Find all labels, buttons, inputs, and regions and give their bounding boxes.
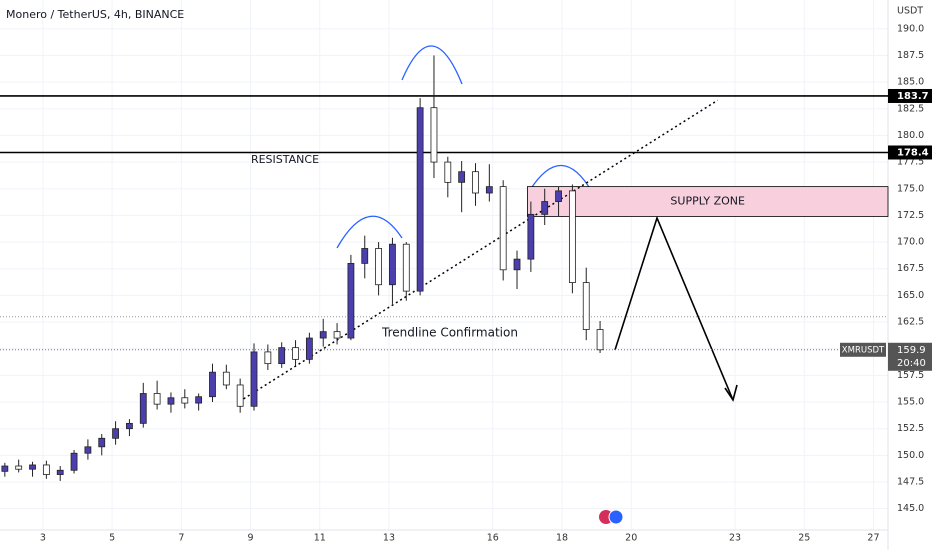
candle-body <box>555 190 562 202</box>
candle-body <box>582 282 590 330</box>
candle-body <box>236 384 244 407</box>
candle-body <box>29 464 36 470</box>
y-tick-label: 172.5 <box>897 210 924 221</box>
candle-body <box>139 393 147 424</box>
candle-body <box>84 446 92 454</box>
candle-body <box>568 190 576 283</box>
chart-title: Monero / TetherUS, 4h, BINANCE <box>6 8 184 21</box>
price-box <box>888 342 932 371</box>
x-tick-label: 13 <box>383 533 395 544</box>
grid <box>0 0 888 530</box>
icon <box>608 509 624 525</box>
candle-body <box>375 248 382 286</box>
x-tick-label: 7 <box>178 533 184 544</box>
x-tick-label: 3 <box>40 533 46 544</box>
projection-path <box>614 215 734 401</box>
y-tick-label: 170.0 <box>897 237 924 248</box>
level-label-box <box>888 88 932 103</box>
head-arc <box>401 45 463 85</box>
candle-body <box>56 469 64 475</box>
y-tick-label: 190.0 <box>897 23 924 34</box>
supply-zone-label: SUPPLY ZONE <box>670 195 745 208</box>
x-tick-label: 23 <box>729 533 741 544</box>
candle-body <box>15 465 23 470</box>
candle-body <box>153 393 161 405</box>
candle-body <box>333 331 341 339</box>
y-tick-label: 187.5 <box>897 50 924 61</box>
y-tick-label: 180.0 <box>897 130 924 141</box>
candle-body <box>195 396 203 404</box>
level-label-box <box>888 145 932 160</box>
candle-body <box>209 371 216 398</box>
candle-body <box>499 186 507 271</box>
candle-body <box>541 201 549 215</box>
trendline <box>243 99 719 400</box>
candle-body <box>527 213 535 260</box>
candle-body <box>167 397 175 405</box>
x-tick-label: 5 <box>109 533 115 544</box>
right-shoulder-arc <box>529 164 593 193</box>
y-tick-label: 175.0 <box>897 183 924 194</box>
y-tick-label: 147.5 <box>897 477 924 488</box>
y-axis-label: USDT <box>897 6 923 17</box>
candle-body <box>389 243 396 286</box>
candle-body <box>596 329 604 351</box>
x-tick-label: 18 <box>556 533 568 544</box>
candle-body <box>112 428 119 439</box>
y-tick-label: 182.5 <box>897 103 924 114</box>
candle-body <box>222 371 230 386</box>
candle-body <box>264 351 272 365</box>
candle-body <box>485 186 493 194</box>
y-tick-label: 162.5 <box>897 317 924 328</box>
left-shoulder-arc <box>336 215 403 249</box>
symbol-box <box>840 342 886 357</box>
candle-body <box>416 107 424 292</box>
supply-zone <box>527 186 889 217</box>
level-label: 178.4 <box>897 147 929 158</box>
y-tick-label: 150.0 <box>897 450 924 461</box>
countdown-label: 20:40 <box>897 358 926 369</box>
candle-body <box>430 107 438 163</box>
y-tick-label: 177.5 <box>897 157 924 168</box>
candle-body <box>319 331 327 339</box>
y-tick-label: 152.5 <box>897 423 924 434</box>
y-tick-label: 185.0 <box>897 77 924 88</box>
candle-body <box>361 248 369 264</box>
x-tick-label: 9 <box>248 533 254 544</box>
candle-body <box>472 171 479 194</box>
x-tick-label: 27 <box>867 533 879 544</box>
price-label: 159.9 <box>897 345 926 356</box>
candle-body <box>42 464 50 475</box>
y-tick-label: 145.0 <box>897 503 924 514</box>
candle-body <box>292 347 299 360</box>
candle-body <box>278 347 286 365</box>
level-label: 183.7 <box>897 91 929 102</box>
candle-body <box>347 263 355 339</box>
y-tick-label: 165.0 <box>897 290 924 301</box>
candle-body <box>458 171 466 183</box>
candle-body <box>402 243 410 292</box>
candle-body <box>444 161 452 183</box>
x-tick-label: 25 <box>798 533 810 544</box>
x-tick-label: 11 <box>314 533 326 544</box>
candle-body <box>305 337 313 360</box>
y-tick-label: 157.5 <box>897 370 924 381</box>
y-tick-label: 167.5 <box>897 263 924 274</box>
candle-body <box>513 258 521 271</box>
symbol-label: XMRUSDT <box>842 345 885 355</box>
projection-arrowhead <box>724 384 738 402</box>
y-tick-label: 155.0 <box>897 397 924 408</box>
candle-body <box>70 452 78 471</box>
candle-body <box>181 397 189 404</box>
candle-body <box>250 351 258 407</box>
candle-body <box>1 465 9 472</box>
candle-body <box>126 422 133 430</box>
resistance-label: RESISTANCE <box>251 153 319 166</box>
x-tick-label: 16 <box>487 533 499 544</box>
trendline-label: Trendline Confirmation <box>381 326 518 340</box>
candle-body <box>98 437 106 448</box>
x-tick-label: 20 <box>625 533 637 544</box>
